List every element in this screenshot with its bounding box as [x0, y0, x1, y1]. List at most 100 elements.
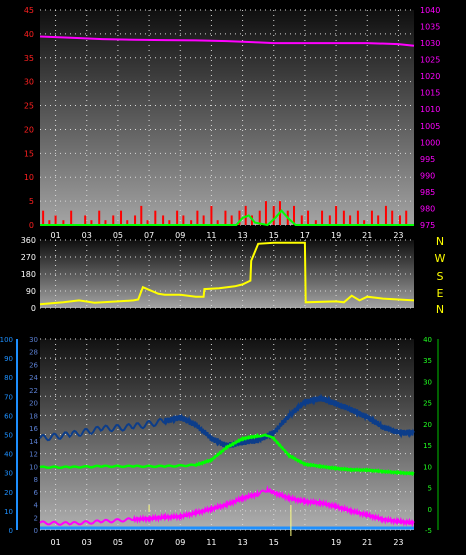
humidity-axis-tick-label: 6	[34, 489, 39, 497]
temperature-axis-tick-label: -5	[425, 527, 432, 535]
pressure-axis-tick-label: 1035	[420, 23, 440, 32]
pressure-axis-tick-label: 990	[420, 171, 435, 180]
wind-axis-tick-label: 40	[24, 30, 34, 39]
x-tick-label: 03	[82, 538, 92, 547]
rain-axis-tick-label: 10	[4, 508, 13, 516]
direction-axis-tick-label: 90	[26, 287, 36, 296]
temperature-axis-tick-label: 40	[423, 336, 432, 344]
humidity-axis-tick-label: 16	[29, 425, 38, 433]
temperature-axis-tick-label: 20	[423, 421, 432, 429]
compass-direction-label: N	[436, 235, 444, 248]
rain-axis-tick-label: 50	[4, 432, 13, 440]
compass-direction-label: S	[437, 270, 444, 283]
temperature-axis-tick-label: 5	[428, 485, 432, 493]
humidity-axis-tick-label: 4	[34, 502, 39, 510]
x-tick-label: 01	[50, 538, 60, 547]
x-tick-label: 07	[144, 231, 154, 240]
wind-axis-tick-label: 45	[24, 6, 34, 15]
pressure-axis-tick-label: 1000	[420, 138, 440, 147]
x-tick-label: 05	[113, 231, 123, 240]
x-tick-label: 09	[175, 538, 185, 547]
pressure-line	[39, 35, 415, 47]
humidity-axis-tick-label: 8	[34, 476, 38, 484]
direction-axis-tick-label: 360	[21, 236, 36, 245]
x-tick-label: 15	[269, 538, 279, 547]
wind-axis-tick-label: 35	[24, 54, 34, 63]
compass-direction-label: W	[435, 252, 446, 265]
humidity-axis-tick-label: 26	[29, 361, 38, 369]
wind-axis-tick-label: 30	[24, 78, 34, 87]
x-tick-label: 17	[300, 231, 310, 240]
compass-direction-label: N	[436, 303, 444, 316]
pressure-axis-tick-label: 1020	[420, 72, 440, 81]
temperature-axis-tick-label: 35	[423, 357, 432, 365]
rain-axis-tick-label: 80	[4, 374, 13, 382]
x-tick-label: 03	[82, 231, 92, 240]
humidity-axis-tick-label: 12	[29, 451, 38, 459]
rain-axis-tick-label: 60	[4, 412, 13, 420]
rain-axis-tick-label: 70	[4, 393, 13, 401]
gust-line	[40, 209, 414, 227]
pressure-axis-tick-label: 980	[420, 204, 435, 213]
rain-axis-tick-label: 90	[4, 355, 13, 363]
wind-axis-tick-label: 20	[24, 125, 34, 134]
temperature-axis-tick-label: 10	[423, 463, 432, 471]
x-tick-label: 21	[362, 538, 372, 547]
rain-axis-tick-label: 40	[4, 451, 13, 459]
x-tick-label: 11	[206, 231, 216, 240]
temperature-axis-tick-label: 30	[423, 378, 432, 386]
wind-pressure-plot-area	[40, 10, 414, 225]
direction-axis-tick-label: 0	[31, 304, 36, 313]
wind-axis-tick-label: 25	[24, 102, 34, 111]
pressure-axis-tick-label: 1015	[420, 89, 440, 98]
rain-axis-tick-label: 20	[4, 489, 13, 497]
x-tick-label: 01	[50, 231, 60, 240]
humidity-axis-tick-label: 0	[34, 527, 38, 535]
compass-direction-label: E	[437, 287, 444, 300]
x-tick-label: 19	[331, 538, 341, 547]
x-tick-label: 05	[113, 538, 123, 547]
temperature-line	[39, 433, 415, 477]
wind-direction-line	[39, 241, 415, 306]
x-tick-label: 11	[206, 538, 216, 547]
humidity-axis-tick-label: 2	[34, 514, 38, 522]
x-tick-label: 07	[144, 538, 154, 547]
wind-axis-tick-label: 15	[24, 149, 34, 158]
humidity-axis-tick-label: 28	[29, 349, 38, 357]
rain-axis-tick-label: 100	[0, 336, 13, 344]
dewpoint-line	[39, 484, 415, 528]
direction-axis-tick-label: 270	[21, 253, 36, 262]
humidity-axis-tick-label: 30	[29, 336, 38, 344]
rain-axis-tick-label: 0	[9, 527, 13, 535]
pressure-axis-tick-label: 1025	[420, 56, 440, 65]
direction-axis-tick-label: 180	[21, 270, 36, 279]
x-tick-label: 13	[237, 538, 247, 547]
humidity-axis-tick-label: 14	[29, 438, 38, 446]
pressure-axis-tick-label: 995	[420, 155, 435, 164]
humidity-axis-tick-label: 18	[29, 412, 38, 420]
humidity-axis-tick-label: 20	[29, 400, 38, 408]
humidity-axis-tick-label: 24	[29, 374, 38, 382]
pressure-axis-tick-label: 985	[420, 188, 435, 197]
x-tick-label: 09	[175, 231, 185, 240]
temperature-axis-tick-label: 0	[428, 506, 432, 514]
wind-direction-plot-area	[40, 240, 414, 308]
temperature-axis-tick-label: 25	[423, 400, 432, 408]
temperature-axis-tick-label: 15	[423, 442, 432, 450]
temperature-humidity-plot-area	[40, 339, 414, 530]
wind-axis-tick-label: 0	[29, 221, 34, 230]
x-tick-label: 15	[269, 231, 279, 240]
rain-axis-tick-label: 30	[4, 470, 13, 478]
wind-axis-tick-label: 5	[29, 197, 34, 206]
humidity-axis-tick-label: 10	[29, 463, 38, 471]
pressure-axis-tick-label: 1040	[420, 6, 440, 15]
humidity-axis-tick-label: 22	[29, 387, 38, 395]
x-tick-label: 13	[237, 231, 247, 240]
pressure-axis-tick-label: 1005	[420, 122, 440, 131]
pressure-axis-tick-label: 1010	[420, 105, 440, 114]
wind-axis-tick-label: 10	[24, 173, 34, 182]
humidity-line	[39, 393, 415, 449]
x-tick-label: 19	[331, 231, 341, 240]
x-tick-label: 23	[393, 538, 403, 547]
